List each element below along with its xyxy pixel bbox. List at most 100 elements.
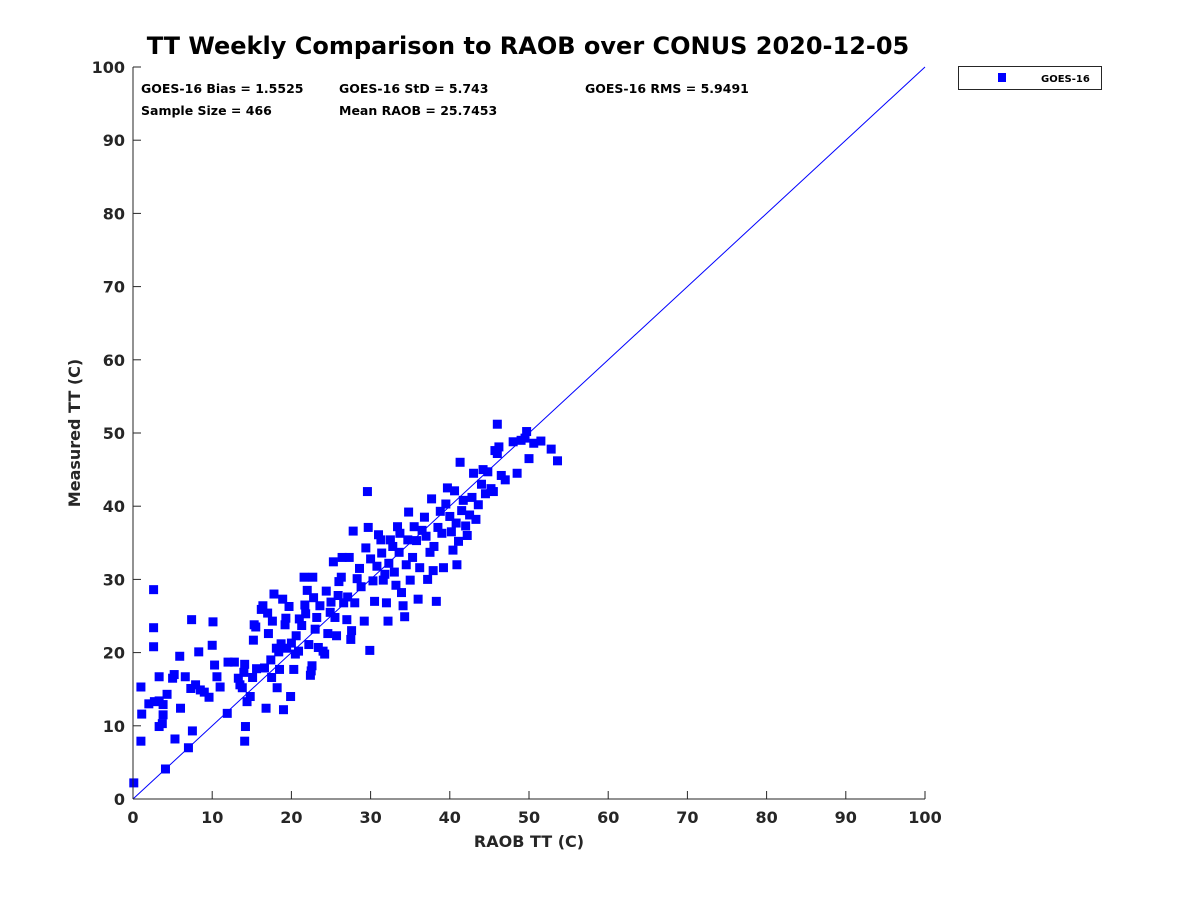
data-point [191,680,201,690]
data-point [344,552,354,562]
data-point [380,569,390,579]
data-point [175,651,185,661]
x-tick-label: 40 [439,808,461,827]
data-point [300,600,310,610]
data-point [149,697,159,707]
y-tick-label: 50 [103,424,125,443]
x-tick-label: 20 [280,808,302,827]
y-tick-label: 0 [114,790,125,809]
data-point [347,626,357,636]
data-point [251,622,261,632]
rms-annotation: GOES-16 RMS = 5.9491 [585,81,749,96]
data-point [187,615,197,625]
data-point [266,655,276,665]
data-point [429,541,439,551]
data-point [512,468,522,478]
data-point [374,530,384,540]
data-point [274,647,284,657]
data-point [263,608,273,618]
data-point [259,663,269,673]
data-point [462,530,472,540]
data-point [483,467,493,477]
data-point [458,495,468,505]
data-point [245,692,255,702]
data-point [233,673,243,683]
data-point [186,683,196,693]
data-point [365,645,375,655]
data-point [333,591,343,601]
data-point [281,613,291,623]
data-point [248,635,258,645]
data-point [393,522,403,532]
data-point [207,640,217,650]
x-axis-label: RAOB TT (C) [474,832,584,851]
data-point [408,552,418,562]
x-tick-label: 50 [518,808,540,827]
data-point [546,444,556,454]
data-point [508,437,518,447]
data-point [328,557,338,567]
data-point [208,617,218,627]
data-point [294,646,304,656]
data-point [427,494,437,504]
data-point [348,526,358,536]
data-point [377,548,387,558]
data-point [278,594,288,604]
data-point [469,468,479,478]
data-point [480,489,490,499]
data-point [423,574,433,584]
data-point [136,682,146,692]
data-point [158,700,168,710]
x-tick-label: 80 [755,808,777,827]
data-point [417,525,427,535]
data-point [276,639,286,649]
data-point [305,670,315,680]
data-point [492,448,502,458]
data-point [378,575,388,585]
data-point [398,601,408,611]
data-point [343,592,353,602]
data-point [210,660,220,670]
y-tick-label: 40 [103,497,125,516]
data-point [356,582,366,592]
data-point [330,612,340,622]
data-point [187,726,197,736]
data-point [321,586,331,596]
data-point [442,483,452,493]
data-point [553,456,563,466]
data-point [448,545,458,555]
data-point [157,719,167,729]
data-point [176,703,186,713]
data-point [394,547,404,557]
data-point [361,543,371,553]
data-point [267,672,277,682]
data-point [332,631,342,641]
y-tick-label: 10 [103,717,125,736]
data-point [452,560,462,570]
data-points [129,419,563,788]
data-point [240,722,250,732]
data-point [346,634,356,644]
data-point [492,419,502,429]
data-point [437,528,447,538]
data-point [240,659,250,669]
data-point [286,638,296,648]
y-ticks: 0 10 20 30 40 50 60 70 80 90 100 [92,58,141,809]
data-point [385,535,395,545]
data-point [412,536,422,546]
data-point [212,672,222,682]
chart-title: TT Weekly Comparison to RAOB over CONUS … [147,32,910,60]
x-tick-label: 10 [201,808,223,827]
data-point [286,692,296,702]
data-point [162,689,172,699]
data-point [307,661,317,671]
data-point [467,492,477,502]
mean-raob-annotation: Mean RAOB = 25.7453 [339,103,497,118]
data-point [284,601,294,611]
data-point [304,640,314,650]
x-tick-label: 70 [676,808,698,827]
std-annotation: GOES-16 StD = 5.743 [339,81,488,96]
y-tick-label: 80 [103,204,125,223]
data-point [149,642,159,652]
